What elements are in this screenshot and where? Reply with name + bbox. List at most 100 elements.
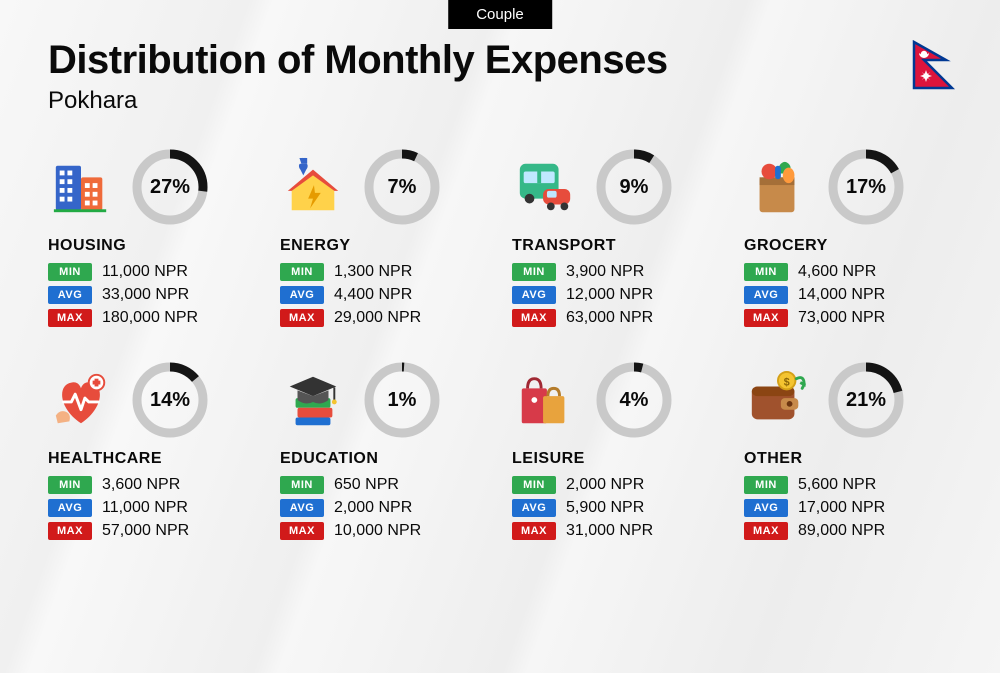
max-row: MAX 29,000 NPR bbox=[280, 309, 488, 327]
min-value: 2,000 NPR bbox=[566, 476, 644, 494]
min-row: MIN 5,600 NPR bbox=[744, 476, 952, 494]
avg-tag: AVG bbox=[744, 499, 788, 517]
shopping-bags-icon bbox=[512, 367, 578, 433]
max-value: 31,000 NPR bbox=[566, 522, 653, 540]
max-value: 29,000 NPR bbox=[334, 309, 421, 327]
max-value: 73,000 NPR bbox=[798, 309, 885, 327]
buildings-icon bbox=[48, 154, 114, 220]
avg-tag: AVG bbox=[280, 499, 324, 517]
avg-row: AVG 2,000 NPR bbox=[280, 499, 488, 517]
min-row: MIN 4,600 NPR bbox=[744, 263, 952, 281]
min-row: MIN 1,300 NPR bbox=[280, 263, 488, 281]
percentage-label: 17% bbox=[828, 149, 904, 225]
min-tag: MIN bbox=[744, 263, 788, 281]
avg-value: 4,400 NPR bbox=[334, 286, 412, 304]
min-value: 650 NPR bbox=[334, 476, 399, 494]
avg-tag: AVG bbox=[48, 286, 92, 304]
wallet-icon: $ bbox=[744, 367, 810, 433]
avg-row: AVG 5,900 NPR bbox=[512, 499, 720, 517]
max-row: MAX 63,000 NPR bbox=[512, 309, 720, 327]
percentage-donut: 27% bbox=[132, 149, 208, 225]
category-name: GROCERY bbox=[744, 237, 952, 255]
expense-card-housing: 27% HOUSING MIN 11,000 NPR AVG 33,000 NP… bbox=[48, 149, 256, 332]
max-tag: MAX bbox=[280, 522, 324, 540]
max-row: MAX 73,000 NPR bbox=[744, 309, 952, 327]
expense-card-leisure: 4% LEISURE MIN 2,000 NPR AVG 5,900 NPR M… bbox=[512, 362, 720, 545]
percentage-label: 27% bbox=[132, 149, 208, 225]
min-value: 4,600 NPR bbox=[798, 263, 876, 281]
max-row: MAX 57,000 NPR bbox=[48, 522, 256, 540]
min-value: 5,600 NPR bbox=[798, 476, 876, 494]
percentage-label: 14% bbox=[132, 362, 208, 438]
page-title: Distribution of Monthly Expenses bbox=[48, 38, 952, 83]
avg-row: AVG 14,000 NPR bbox=[744, 286, 952, 304]
category-name: HEALTHCARE bbox=[48, 450, 256, 468]
max-tag: MAX bbox=[512, 522, 556, 540]
avg-value: 2,000 NPR bbox=[334, 499, 412, 517]
avg-row: AVG 17,000 NPR bbox=[744, 499, 952, 517]
percentage-label: 4% bbox=[596, 362, 672, 438]
avg-tag: AVG bbox=[280, 286, 324, 304]
percentage-donut: 17% bbox=[828, 149, 904, 225]
min-value: 1,300 NPR bbox=[334, 263, 412, 281]
max-tag: MAX bbox=[48, 522, 92, 540]
percentage-donut: 21% bbox=[828, 362, 904, 438]
max-tag: MAX bbox=[744, 309, 788, 327]
min-value: 3,900 NPR bbox=[566, 263, 644, 281]
min-row: MIN 3,900 NPR bbox=[512, 263, 720, 281]
nepal-flag-icon bbox=[912, 40, 956, 97]
category-name: TRANSPORT bbox=[512, 237, 720, 255]
percentage-label: 1% bbox=[364, 362, 440, 438]
avg-tag: AVG bbox=[512, 286, 556, 304]
max-row: MAX 31,000 NPR bbox=[512, 522, 720, 540]
max-value: 10,000 NPR bbox=[334, 522, 421, 540]
percentage-label: 9% bbox=[596, 149, 672, 225]
avg-row: AVG 33,000 NPR bbox=[48, 286, 256, 304]
min-tag: MIN bbox=[280, 263, 324, 281]
avg-value: 33,000 NPR bbox=[102, 286, 189, 304]
percentage-label: 21% bbox=[828, 362, 904, 438]
education-cap-icon bbox=[280, 367, 346, 433]
category-name: LEISURE bbox=[512, 450, 720, 468]
max-row: MAX 89,000 NPR bbox=[744, 522, 952, 540]
max-row: MAX 10,000 NPR bbox=[280, 522, 488, 540]
max-value: 57,000 NPR bbox=[102, 522, 189, 540]
max-tag: MAX bbox=[48, 309, 92, 327]
avg-value: 12,000 NPR bbox=[566, 286, 653, 304]
energy-house-icon bbox=[280, 154, 346, 220]
min-tag: MIN bbox=[48, 476, 92, 494]
percentage-label: 7% bbox=[364, 149, 440, 225]
healthcare-heart-icon bbox=[48, 367, 114, 433]
min-tag: MIN bbox=[512, 476, 556, 494]
max-tag: MAX bbox=[280, 309, 324, 327]
max-value: 180,000 NPR bbox=[102, 309, 198, 327]
avg-tag: AVG bbox=[744, 286, 788, 304]
expense-grid: 27% HOUSING MIN 11,000 NPR AVG 33,000 NP… bbox=[0, 115, 1000, 575]
max-value: 63,000 NPR bbox=[566, 309, 653, 327]
percentage-donut: 1% bbox=[364, 362, 440, 438]
category-name: EDUCATION bbox=[280, 450, 488, 468]
min-tag: MIN bbox=[48, 263, 92, 281]
min-value: 3,600 NPR bbox=[102, 476, 180, 494]
category-name: OTHER bbox=[744, 450, 952, 468]
expense-card-transport: 9% TRANSPORT MIN 3,900 NPR AVG 12,000 NP… bbox=[512, 149, 720, 332]
avg-row: AVG 4,400 NPR bbox=[280, 286, 488, 304]
avg-value: 14,000 NPR bbox=[798, 286, 885, 304]
expense-card-grocery: 17% GROCERY MIN 4,600 NPR AVG 14,000 NPR… bbox=[744, 149, 952, 332]
percentage-donut: 7% bbox=[364, 149, 440, 225]
avg-value: 17,000 NPR bbox=[798, 499, 885, 517]
min-row: MIN 3,600 NPR bbox=[48, 476, 256, 494]
expense-card-education: 1% EDUCATION MIN 650 NPR AVG 2,000 NPR M… bbox=[280, 362, 488, 545]
percentage-donut: 4% bbox=[596, 362, 672, 438]
max-tag: MAX bbox=[744, 522, 788, 540]
min-tag: MIN bbox=[744, 476, 788, 494]
expense-card-other: $ 21% OTHER MIN 5,600 NPR AVG 17,000 NPR… bbox=[744, 362, 952, 545]
avg-tag: AVG bbox=[48, 499, 92, 517]
avg-row: AVG 11,000 NPR bbox=[48, 499, 256, 517]
min-value: 11,000 NPR bbox=[102, 263, 188, 281]
max-value: 89,000 NPR bbox=[798, 522, 885, 540]
avg-value: 11,000 NPR bbox=[102, 499, 188, 517]
min-tag: MIN bbox=[512, 263, 556, 281]
percentage-donut: 14% bbox=[132, 362, 208, 438]
expense-card-healthcare: 14% HEALTHCARE MIN 3,600 NPR AVG 11,000 … bbox=[48, 362, 256, 545]
